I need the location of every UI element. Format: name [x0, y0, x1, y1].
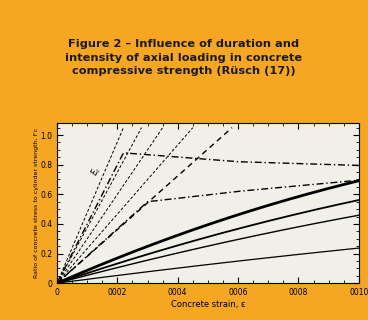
Text: $E_c$: $E_c$ — [89, 164, 104, 178]
X-axis label: Concrete strain, ε: Concrete strain, ε — [171, 300, 245, 309]
Y-axis label: Ratio of concrete stress to cylinder strength, f’c: Ratio of concrete stress to cylinder str… — [33, 128, 39, 278]
Text: Figure 2 – Influence of duration and
intensity of axial loading in concrete
comp: Figure 2 – Influence of duration and int… — [66, 39, 302, 76]
